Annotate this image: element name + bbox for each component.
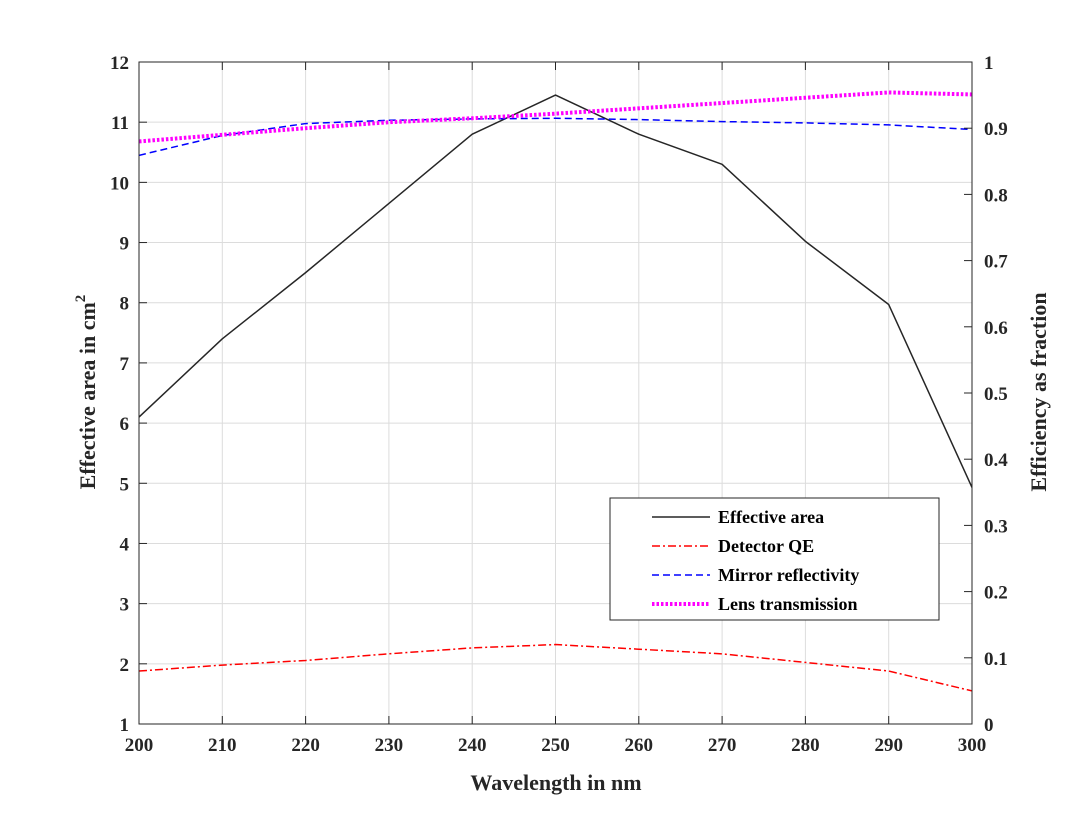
axis-ticks bbox=[138, 61, 973, 725]
y-left-tick-label: 8 bbox=[120, 294, 130, 315]
y-right-tick-label: 0.6 bbox=[984, 318, 1008, 339]
x-tick-label: 240 bbox=[458, 735, 487, 756]
y-left-tick-label: 10 bbox=[110, 173, 129, 194]
y-right-tick-label: 0.4 bbox=[984, 450, 1008, 471]
x-tick-label: 250 bbox=[541, 735, 570, 756]
legend: Effective area Detector QE Mirror reflecti… bbox=[609, 497, 940, 621]
x-tick-label: 220 bbox=[291, 735, 320, 756]
x-tick-label: 210 bbox=[208, 735, 237, 756]
y-right-tick-label: 0.9 bbox=[984, 119, 1008, 140]
y-right-tick-label: 0.3 bbox=[984, 516, 1008, 537]
y-right-tick-label: 0.2 bbox=[984, 583, 1008, 604]
legend-label-lens-transmission: Lens transmission bbox=[718, 594, 858, 614]
x-tick-labels: 200 210 220 230 240 250 260 270 280 290 300 bbox=[125, 735, 987, 756]
x-tick-label: 290 bbox=[874, 735, 903, 756]
series-lines bbox=[139, 90, 972, 692]
y-right-tick-label: 0.8 bbox=[984, 185, 1008, 206]
y-right-tick-label: 0 bbox=[984, 715, 994, 736]
y-left-tick-label: 11 bbox=[111, 113, 129, 134]
legend-label-effective-area: Effective area bbox=[718, 507, 824, 527]
y-left-tick-label: 3 bbox=[120, 595, 130, 616]
x-tick-label: 270 bbox=[708, 735, 737, 756]
y-left-tick-label: 5 bbox=[120, 474, 130, 495]
y-left-tick-label: 9 bbox=[120, 234, 130, 255]
x-tick-label: 300 bbox=[958, 735, 987, 756]
y-left-tick-label: 6 bbox=[120, 414, 130, 435]
y-right-tick-label: 0.7 bbox=[984, 252, 1008, 273]
x-axis-label: Wavelength in nm bbox=[470, 770, 641, 795]
series-line-effective-area bbox=[139, 94, 972, 488]
legend-box bbox=[609, 497, 940, 621]
y-left-axis-label: Effective area in cm2 bbox=[73, 295, 100, 490]
grid-lines bbox=[138, 61, 973, 725]
y-right-tick-label: 1 bbox=[984, 53, 994, 74]
y-right-tick-labels: 0 0.1 0.2 0.3 0.4 0.5 0.6 0.7 0.8 0.9 1 bbox=[984, 53, 1008, 736]
legend-label-detector-qe: Detector QE bbox=[718, 536, 814, 556]
series-line-mirror-reflectivity bbox=[139, 117, 972, 157]
y-right-tick-label: 0.5 bbox=[984, 384, 1008, 405]
y-right-axis-label: Efficiency as fraction bbox=[1026, 292, 1051, 491]
y-left-tick-label: 1 bbox=[120, 715, 130, 736]
y-right-tick-label: 0.1 bbox=[984, 649, 1008, 670]
x-tick-label: 280 bbox=[791, 735, 820, 756]
x-tick-label: 200 bbox=[125, 735, 154, 756]
y-left-tick-label: 4 bbox=[120, 534, 130, 555]
x-tick-label: 260 bbox=[625, 735, 654, 756]
y-left-tick-label: 12 bbox=[110, 53, 129, 74]
series-line-detector-qe bbox=[139, 643, 972, 692]
x-tick-label: 230 bbox=[375, 735, 404, 756]
y-left-tick-label: 2 bbox=[120, 655, 130, 676]
legend-label-mirror-reflectivity: Mirror reflectivity bbox=[718, 565, 859, 585]
y-left-tick-label: 7 bbox=[120, 354, 130, 375]
